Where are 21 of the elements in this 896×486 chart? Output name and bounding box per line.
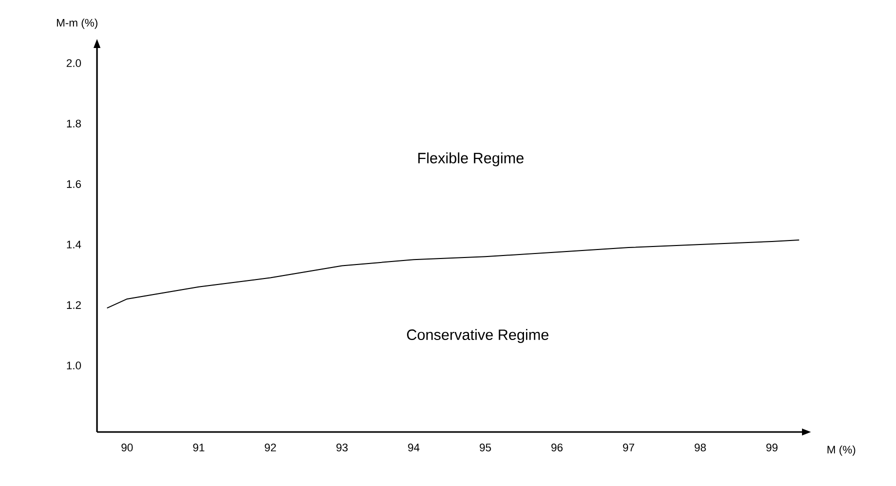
annotation: Flexible Regime — [418, 152, 524, 166]
x-tick-label: 90 — [122, 444, 133, 452]
x-tick-label: 91 — [193, 444, 204, 452]
y-tick-label: 1.6 — [66, 180, 81, 188]
line-series — [106, 239, 800, 309]
y-tick-label: 1.2 — [66, 301, 81, 309]
x-tick-label: 92 — [264, 444, 276, 452]
x-tick-label: 97 — [623, 444, 634, 452]
y-axis-title: M-m (%) — [56, 18, 98, 29]
x-tick-label: 99 — [766, 444, 778, 452]
x-tick-label: 96 — [551, 444, 563, 452]
x-tick-label: 93 — [336, 444, 348, 452]
y-tick-label: 1.4 — [66, 240, 82, 248]
x-tick-label: 98 — [694, 444, 706, 452]
y-tick-label: 2.0 — [66, 59, 81, 67]
y-tick-label: 1.8 — [66, 120, 81, 128]
x-tick-label: 94 — [408, 444, 420, 452]
annotation: Conservative Regime — [407, 329, 548, 343]
x-tick-label: 95 — [480, 444, 491, 452]
y-tick-label: 1.0 — [66, 362, 81, 370]
x-axis-title: M (%) — [828, 445, 856, 456]
